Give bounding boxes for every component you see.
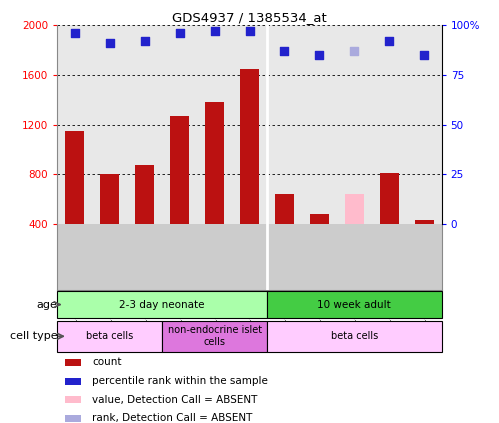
- Bar: [170, 116, 189, 224]
- Bar: [205, 102, 224, 224]
- Point: [176, 30, 184, 37]
- Bar: [65, 131, 84, 224]
- Bar: [57, 321, 162, 352]
- Text: percentile rank within the sample: percentile rank within the sample: [92, 376, 268, 386]
- Point: [280, 48, 288, 55]
- Point: [385, 38, 393, 45]
- Bar: [65, 396, 81, 404]
- Title: GDS4937 / 1385534_at: GDS4937 / 1385534_at: [172, 11, 327, 24]
- Bar: [275, 195, 294, 224]
- Text: age: age: [36, 299, 57, 310]
- Text: non-endocrine islet
cells: non-endocrine islet cells: [168, 325, 261, 347]
- Point: [211, 28, 219, 35]
- Text: 10 week adult: 10 week adult: [317, 299, 391, 310]
- Point: [315, 52, 323, 59]
- Bar: [65, 359, 81, 366]
- Bar: [240, 69, 259, 224]
- Text: rank, Detection Call = ABSENT: rank, Detection Call = ABSENT: [92, 413, 252, 423]
- Bar: [267, 291, 442, 318]
- Point: [71, 30, 79, 37]
- Bar: [100, 175, 119, 224]
- Bar: [310, 214, 329, 224]
- Bar: [345, 195, 364, 224]
- Text: count: count: [92, 357, 122, 367]
- Bar: [65, 378, 81, 385]
- Point: [420, 52, 428, 59]
- Bar: [267, 321, 442, 352]
- Point: [106, 40, 114, 47]
- Bar: [57, 291, 267, 318]
- Text: 2-3 day neonate: 2-3 day neonate: [119, 299, 205, 310]
- Bar: [65, 415, 81, 422]
- Point: [141, 38, 149, 45]
- Point: [350, 48, 358, 55]
- Bar: [415, 220, 434, 224]
- Point: [246, 28, 253, 35]
- Text: cell type: cell type: [10, 331, 57, 341]
- Bar: [135, 165, 154, 224]
- Text: beta cells: beta cells: [86, 331, 133, 341]
- Text: beta cells: beta cells: [331, 331, 378, 341]
- Bar: [380, 173, 399, 224]
- Bar: [162, 321, 267, 352]
- Text: value, Detection Call = ABSENT: value, Detection Call = ABSENT: [92, 395, 257, 405]
